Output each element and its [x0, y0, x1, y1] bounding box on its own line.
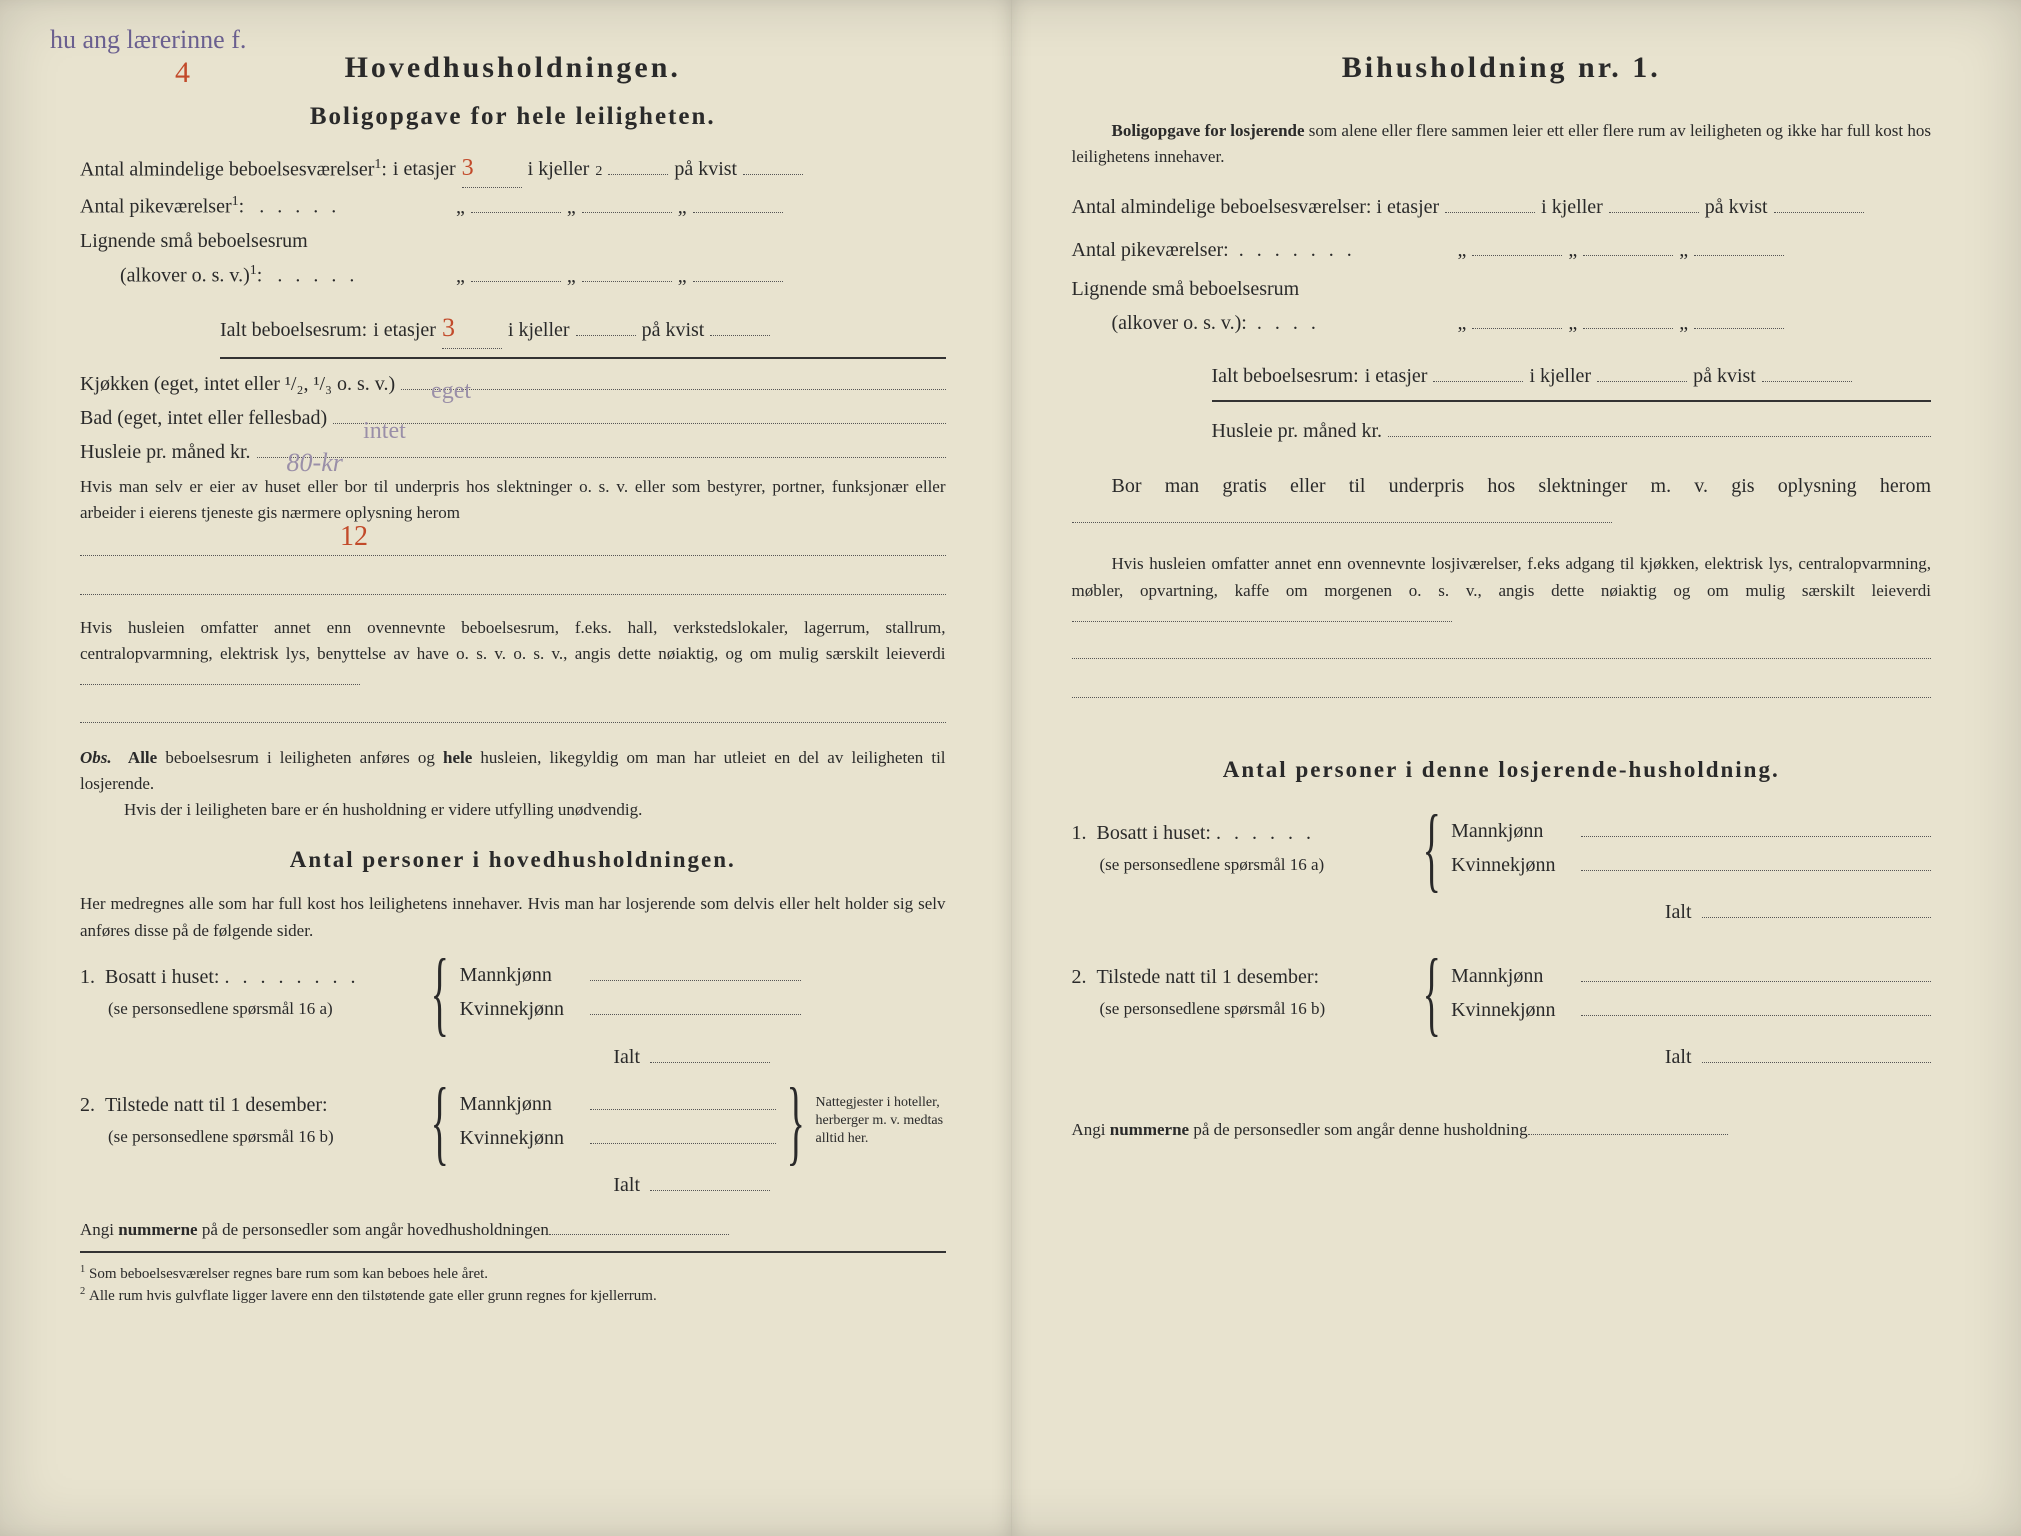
block-tilstede: 2. Tilstede natt til 1 desember: (se per… — [80, 1079, 946, 1165]
brace-icon: { — [431, 1079, 449, 1165]
right-title: Bihusholdning nr. 1. — [1072, 45, 1932, 92]
right-page: Bihusholdning nr. 1. Boligopgave for los… — [1011, 0, 2021, 1536]
para-eier: Hvis man selv er eier av huset eller bor… — [80, 474, 946, 527]
fill-kvist-1 — [743, 174, 803, 175]
row-kjokken: Kjøkken (eget, intet eller ¹/₂, ¹/₃ o. s… — [80, 369, 946, 400]
rule-under-ialt — [220, 357, 946, 359]
nattegjester-note: Nattegjester i hoteller, herberger m. v.… — [816, 1094, 946, 1149]
fill-etasjer-2: 3 — [442, 308, 502, 349]
row-almindelige: Antal almindelige beboelsesværelser1: i … — [80, 150, 946, 188]
r-row-ialt: Ialt beboelsesrum: i etasjer i kjeller p… — [1212, 361, 1932, 392]
row-husleie: Husleie pr. måned kr. 80-kr — [80, 437, 946, 468]
r-row-husleie: Husleie pr. måned kr. — [1212, 416, 1932, 447]
r-row-smaa-2: (alkover o. s. v.): . . . . „ „ „ — [1112, 308, 1932, 339]
obs-block: Obs. Alle beboelsesrum i leiligheten anf… — [80, 745, 946, 824]
hw-eget: eget — [431, 373, 471, 410]
row-ialt: Ialt beboelsesrum: i etasjer 3 i kjeller… — [220, 308, 946, 349]
document-spread: hu ang lærerinne f. 4 Hovedhusholdningen… — [0, 0, 2021, 1536]
hw-12: 12 — [340, 515, 368, 558]
fill-kjeller-1 — [608, 174, 668, 175]
left-subtitle: Boligopgave for hele leiligheten. — [80, 98, 946, 137]
r-row-alm: Antal almindelige beboelsesværelser: i e… — [1072, 192, 1932, 223]
fill-etasjer-1: 3 — [462, 150, 522, 188]
handwriting-top: hu ang lærerinne f. — [50, 20, 246, 60]
brace-icon: { — [1422, 806, 1440, 892]
r-block-bosatt: 1. Bosatt i huset: . . . . . . (se perso… — [1072, 806, 1932, 892]
right-intro: Boligopgave for losjerende som alene ell… — [1072, 118, 1932, 171]
row-smaa-2: (alkover o. s. v.)1: . . . . . „ „ „ — [120, 260, 946, 292]
r-rule-ialt — [1212, 400, 1932, 402]
left-page: hu ang lærerinne f. 4 Hovedhusholdningen… — [0, 0, 1011, 1536]
row-bad: Bad (eget, intet eller fellesbad) intet — [80, 403, 946, 434]
r-para-husleie-annet: Hvis husleien omfatter annet enn ovennev… — [1072, 551, 1932, 630]
angi-right: Angi nummerne på de personsedler som ang… — [1072, 1117, 1932, 1143]
heading-antal-left: Antal personer i hovedhusholdningen. — [80, 842, 946, 878]
hw-val-3a: 3 — [462, 155, 474, 181]
angi-left: Angi nummerne på de personsedler som ang… — [80, 1217, 946, 1243]
row-smaa: Lignende små beboelsesrum — [80, 226, 946, 257]
brace-icon: { — [1422, 950, 1440, 1036]
r-block-tilstede: 2. Tilstede natt til 1 desember: (se per… — [1072, 950, 1932, 1036]
r-row-smaa: Lignende små beboelsesrum — [1072, 274, 1932, 305]
r-para-gratis: Bor man gratis eller til underpris hos s… — [1072, 471, 1932, 533]
hw-80: 80-kr — [287, 443, 343, 483]
brace-icon: } — [787, 1079, 805, 1165]
r-row-pike: Antal pikeværelser: . . . . . . . „ „ „ — [1072, 235, 1932, 266]
heading-antal-right: Antal personer i denne losjerende-hushol… — [1072, 752, 1932, 788]
block-bosatt: 1. Bosatt i huset: . . . . . . . . (se p… — [80, 950, 946, 1036]
para-husleie-annet: Hvis husleien omfatter annet enn ovennev… — [80, 615, 946, 694]
footnotes: 1 Som beboelsesværelser regnes bare rum … — [80, 1263, 946, 1306]
brace-icon: { — [431, 950, 449, 1036]
hw-intet: intet — [363, 413, 406, 450]
antal-intro: Her medregnes alle som har full kost hos… — [80, 891, 946, 944]
handwriting-4: 4 — [175, 50, 190, 97]
rule-above-footnotes — [80, 1251, 946, 1253]
hw-val-3b: 3 — [442, 313, 455, 342]
row-pike: Antal pikeværelser1: . . . . . „ „ „ — [80, 191, 946, 223]
